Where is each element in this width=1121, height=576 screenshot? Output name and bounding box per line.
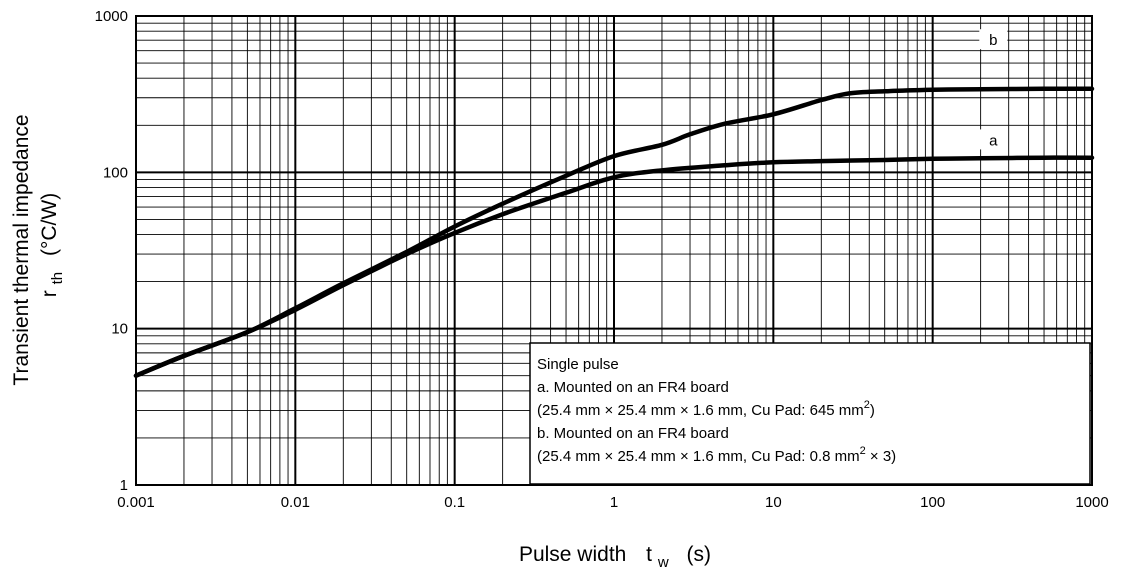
y-tick-label: 1	[120, 477, 128, 494]
legend-line-text: Single pulse	[537, 356, 619, 373]
legend-line: a. Mounted on an FR4 board	[537, 379, 729, 396]
y-axis-title: Transient thermal impedance	[10, 114, 33, 385]
legend-line-suffix: × 3)	[866, 448, 896, 465]
y-axis-subscript: th	[49, 272, 66, 285]
x-tick-label: 10	[765, 494, 782, 511]
legend-line-text: b. Mounted on an FR4 board	[537, 425, 729, 442]
plot-frame	[135, 15, 1093, 486]
x-axis-title-symbol: t	[646, 543, 652, 566]
curves	[133, 86, 1095, 378]
y-tick-label: 1000	[95, 8, 128, 25]
legend-lines: Single pulse a. Mounted on an FR4 board (2…	[537, 356, 896, 465]
curve-labels: ab	[979, 29, 1008, 150]
x-axis-title: Pulse width t w (s)	[519, 543, 711, 572]
x-tick-labels: 0.001 0.01 0.1 1 10 100 1000	[117, 494, 1108, 511]
x-tick-label: 1000	[1075, 494, 1108, 511]
series-a-label-box	[979, 129, 1008, 150]
legend-line-suffix: )	[870, 402, 875, 419]
legend-background	[529, 342, 1091, 485]
legend-superscript: 2	[864, 399, 870, 411]
y-axis-symbol: r	[38, 290, 61, 297]
legend-superscript: 2	[860, 445, 866, 457]
series-b-label: b	[989, 32, 997, 49]
legend-line-text: (25.4 mm × 25.4 mm × 1.6 mm, Cu Pad: 645…	[537, 402, 864, 419]
x-axis-title-unit: (s)	[687, 543, 712, 566]
y-tick-label: 10	[111, 321, 128, 338]
legend-line: (25.4 mm × 25.4 mm × 1.6 mm, Cu Pad: 0.8…	[537, 445, 896, 465]
legend-line-text: (25.4 mm × 25.4 mm × 1.6 mm, Cu Pad: 0.8…	[537, 448, 860, 465]
series-b-label-box	[979, 29, 1008, 50]
x-tick-label: 0.01	[281, 494, 310, 511]
series-b-line	[133, 86, 1095, 378]
y-tick-label: 100	[103, 164, 128, 181]
x-axis-title-main: Pulse width	[519, 543, 626, 566]
x-tick-label: 100	[920, 494, 945, 511]
legend-box: Single pulse a. Mounted on an FR4 board (2…	[529, 342, 1091, 485]
y-tick-labels: 1 10 100 1000	[95, 8, 128, 494]
y-axis-unit-text: (°C/W)	[38, 193, 61, 256]
series-a-label: a	[989, 132, 998, 149]
x-tick-label: 0.001	[117, 494, 155, 511]
legend-line: Single pulse	[537, 356, 619, 373]
y-axis-unit: r th (°C/W)	[38, 193, 67, 297]
legend-line-text: a. Mounted on an FR4 board	[537, 379, 729, 396]
x-tick-label: 1	[610, 494, 618, 511]
x-tick-label: 0.1	[444, 494, 465, 511]
x-axis-title-subscript: w	[657, 554, 669, 571]
legend-line: (25.4 mm × 25.4 mm × 1.6 mm, Cu Pad: 645…	[537, 399, 875, 419]
legend-line: b. Mounted on an FR4 board	[537, 425, 729, 442]
